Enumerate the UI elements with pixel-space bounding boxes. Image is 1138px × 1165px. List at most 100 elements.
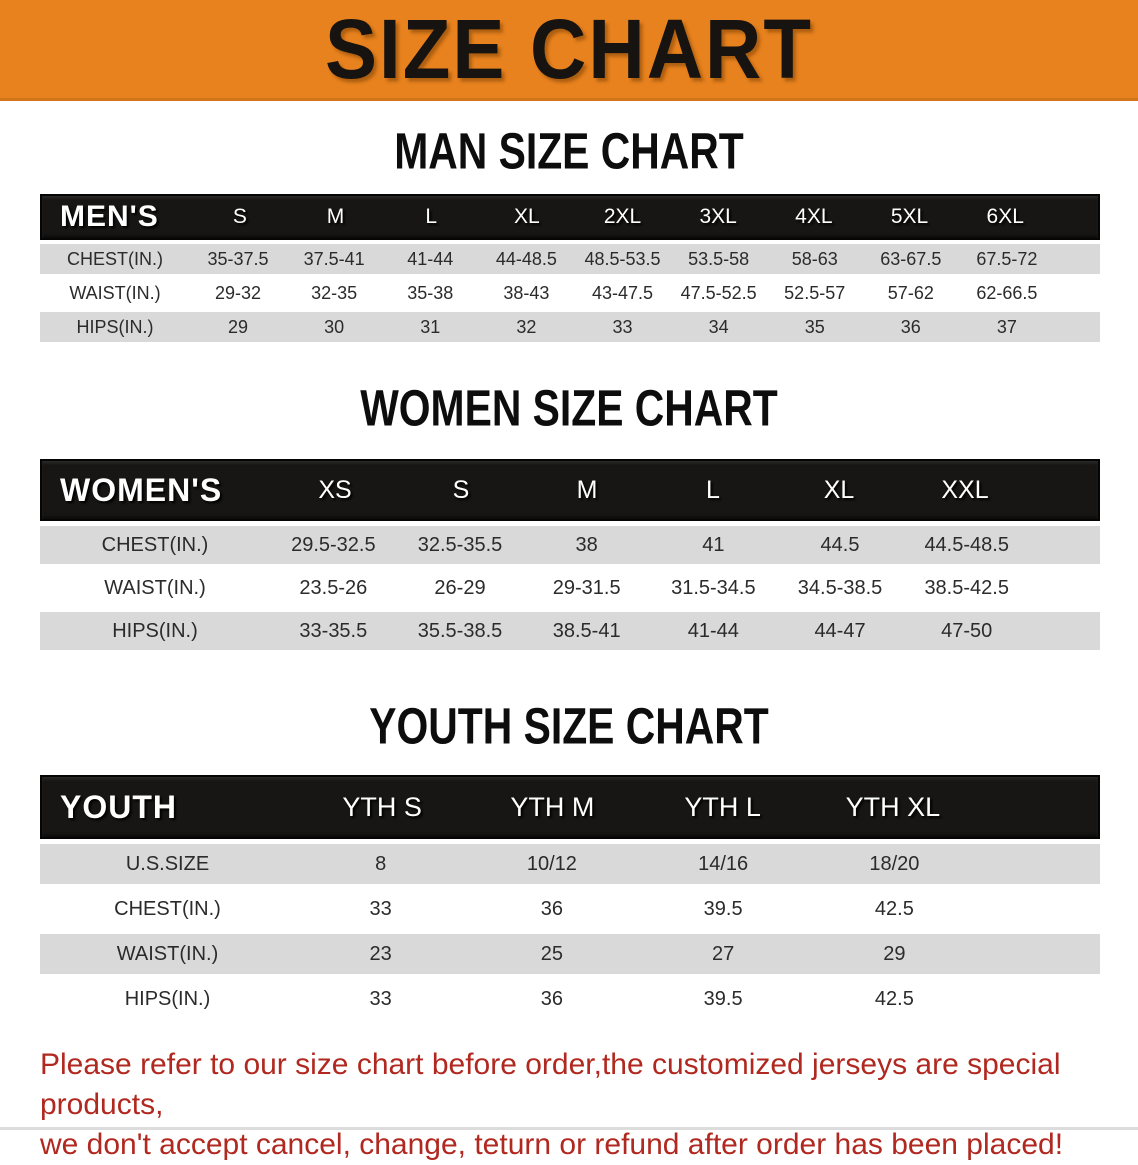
measure-value-cell: 39.5 (703, 897, 743, 920)
size-column-header: XXL (941, 475, 989, 504)
measure-value-cell: 41-44 (407, 248, 454, 269)
table-row: HIPS(IN.) 33 36 39.5 42.5 (40, 979, 1100, 1019)
size-column-header: 6XL (986, 205, 1024, 228)
size-column-header: 2XL (603, 205, 642, 228)
table-row: HIPS(IN.) 29 30 31 32 33 34 35 36 37 (40, 312, 1100, 342)
table-row: WAIST(IN.) 29-32 32-35 35-38 38-43 43-47.5 47.… (40, 278, 1100, 308)
measure-label-cell: WAIST(IN.) (104, 576, 206, 599)
page-title: SIZE CHART (325, 1, 813, 97)
measure-value-cell: 67.5-72 (976, 248, 1038, 269)
measure-value-cell: 38 (575, 533, 598, 556)
disclaimer-line-1: Please refer to our size chart before or… (40, 1048, 1061, 1121)
measure-value-cell: 33-35.5 (299, 619, 368, 642)
measure-label-cell: HIPS(IN.) (76, 316, 154, 337)
measure-value-cell: 41 (702, 533, 725, 556)
measure-value-cell: 39.5 (703, 987, 743, 1010)
measure-value-cell: 29-32 (215, 282, 262, 303)
measure-value-cell: 30 (324, 316, 345, 337)
measure-value-cell: 31.5-34.5 (671, 576, 756, 599)
measure-value-cell: 43-47.5 (591, 282, 654, 303)
measure-value-cell: 47.5-52.5 (680, 282, 757, 303)
measure-value-cell: 44.5 (820, 533, 860, 556)
measure-label-cell: HIPS(IN.) (124, 987, 211, 1010)
measure-value-cell: 33 (369, 987, 392, 1010)
measure-value-cell: 34 (708, 316, 729, 337)
measure-value-cell: 44-48.5 (495, 248, 557, 269)
measure-value-cell: 10/12 (526, 852, 577, 875)
table-row: CHEST(IN.) 29.5-32.5 32.5-35.5 38 41 44.5 44.5… (40, 526, 1100, 564)
men-size-table: MEN'S S M L XL 2XL 3XL 4XL 5XL 6XL CHEST(IN.) 35-37… (40, 194, 1100, 342)
measure-value-cell: 29.5-32.5 (291, 533, 376, 556)
measure-value-cell: 29 (228, 316, 249, 337)
table-title-cell: MEN'S (60, 200, 159, 233)
measure-value-cell: 41-44 (687, 619, 739, 642)
table-row: WAIST(IN.) 23.5-26 26-29 29-31.5 31.5-34.5 34… (40, 569, 1100, 607)
measure-value-cell: 42.5 (874, 987, 914, 1010)
measure-value-cell: 62-66.5 (976, 282, 1038, 303)
size-column-header: YTH M (510, 791, 595, 822)
size-column-header: XS (318, 475, 352, 504)
size-column-header: M (326, 205, 345, 228)
measure-value-cell: 23.5-26 (299, 576, 368, 599)
table-header-row: YOUTH YTH S YTH M YTH L YTH XL (40, 775, 1100, 839)
measure-value-cell: 14/16 (698, 852, 749, 875)
measure-label-cell: WAIST(IN.) (69, 282, 161, 303)
measure-value-cell: 38-43 (503, 282, 550, 303)
measure-value-cell: 35-38 (407, 282, 454, 303)
title-banner: SIZE CHART (0, 0, 1138, 101)
measure-value-cell: 33 (612, 316, 633, 337)
disclaimer-text: Please refer to our size chart before or… (0, 1045, 1138, 1165)
size-column-header: XL (514, 205, 540, 228)
size-column-header: M (576, 475, 598, 504)
measure-value-cell: 33 (369, 897, 392, 920)
measure-value-cell: 32 (516, 316, 537, 337)
bottom-divider (0, 1127, 1138, 1130)
measure-value-cell: 57-62 (887, 282, 934, 303)
measure-value-cell: 36 (900, 316, 921, 337)
table-row: WAIST(IN.) 23 25 27 29 (40, 934, 1100, 974)
man-section-heading: MAN SIZE CHART (394, 123, 744, 181)
table-row: U.S.SIZE 8 10/12 14/16 18/20 (40, 844, 1100, 884)
women-size-table: WOMEN'S XS S M L XL XXL CHEST(IN.) 29.5-32.5 32.5… (40, 459, 1100, 650)
table-title-cell: WOMEN'S (60, 471, 223, 508)
measure-value-cell: 37 (996, 316, 1017, 337)
table-header-row: WOMEN'S XS S M L XL XXL (40, 459, 1100, 521)
measure-value-cell: 36 (540, 897, 563, 920)
measure-label-cell: CHEST(IN.) (101, 533, 209, 556)
measure-value-cell: 42.5 (874, 897, 914, 920)
measure-value-cell: 23 (369, 942, 392, 965)
size-column-header: L (425, 205, 438, 228)
youth-section-heading: YOUTH SIZE CHART (369, 698, 769, 756)
size-column-header: 5XL (890, 205, 929, 228)
measure-label-cell: CHEST(IN.) (114, 897, 221, 920)
women-section-heading: WOMEN SIZE CHART (360, 380, 778, 438)
measure-value-cell: 44.5-48.5 (924, 533, 1009, 556)
measure-value-cell: 38.5-42.5 (924, 576, 1009, 599)
measure-value-cell: 38.5-41 (552, 619, 621, 642)
table-row: HIPS(IN.) 33-35.5 35.5-38.5 38.5-41 41-44 44-… (40, 612, 1100, 650)
size-column-header: YTH L (684, 791, 761, 822)
measure-value-cell: 32-35 (311, 282, 358, 303)
measure-value-cell: 35 (804, 316, 825, 337)
measure-label-cell: CHEST(IN.) (67, 248, 163, 269)
measure-value-cell: 26-29 (434, 576, 486, 599)
measure-value-cell: 31 (420, 316, 441, 337)
table-header-row: MEN'S S M L XL 2XL 3XL 4XL 5XL 6XL (40, 194, 1100, 240)
size-column-header: XL (823, 475, 855, 504)
size-column-header: S (452, 475, 470, 504)
measure-value-cell: 48.5-53.5 (584, 248, 661, 269)
size-column-header: YTH XL (845, 791, 941, 822)
measure-value-cell: 53.5-58 (688, 248, 750, 269)
measure-value-cell: 58-63 (791, 248, 838, 269)
measure-value-cell: 37.5-41 (303, 248, 365, 269)
youth-size-table: YOUTH YTH S YTH M YTH L YTH XL U.S.SIZE 8 10/12… (40, 775, 1100, 1019)
measure-value-cell: 44-47 (814, 619, 866, 642)
measure-label-cell: HIPS(IN.) (112, 619, 198, 642)
measure-value-cell: 8 (375, 852, 387, 875)
size-column-header: S (232, 205, 247, 228)
measure-value-cell: 18/20 (869, 852, 920, 875)
size-column-header: 3XL (699, 205, 737, 228)
table-row: CHEST(IN.) 35-37.5 37.5-41 41-44 44-48.5 48.5… (40, 244, 1100, 274)
size-column-header: 4XL (795, 205, 833, 228)
measure-value-cell: 35-37.5 (207, 248, 269, 269)
